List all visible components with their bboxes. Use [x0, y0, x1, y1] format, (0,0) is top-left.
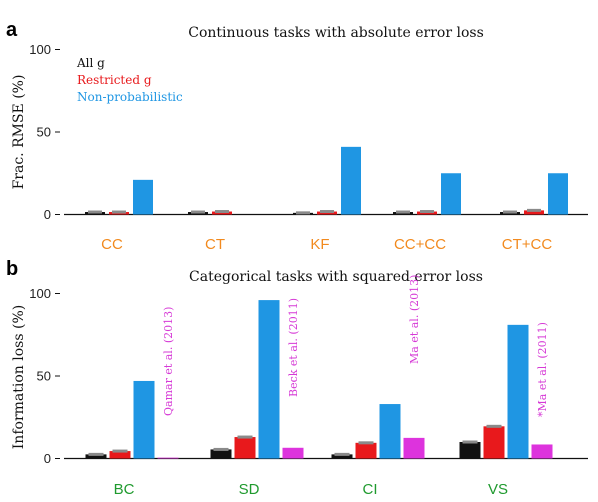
y-ticks-a: 0 50 100: [29, 42, 60, 222]
reference-label: Ma et al. (2013): [408, 275, 421, 364]
error-bar: [396, 210, 410, 214]
x-tick-label-vs: VS: [488, 481, 508, 498]
bar-non-probabilistic: [379, 404, 401, 459]
error-bar: [334, 452, 350, 456]
bar-non-probabilistic: [548, 173, 568, 215]
panel-b: b Categorical tasks with squared error l…: [6, 258, 588, 498]
bar-non-probabilistic: [133, 179, 153, 215]
bar-reference: [157, 457, 179, 459]
reference-label: Beck et al. (2011): [287, 298, 300, 397]
error-bar: [296, 211, 310, 215]
y-tick-label-a: 0: [44, 207, 51, 222]
x-tick-label-ci: CI: [363, 481, 378, 498]
bars-a: [85, 146, 568, 215]
error-bar: [88, 452, 104, 456]
bar-reference: [403, 437, 425, 459]
error-bar: [486, 424, 502, 428]
x-tick-label-sd: SD: [239, 481, 260, 498]
bars-b: [85, 300, 553, 459]
y-axis-label-b: Information loss (%): [11, 305, 27, 449]
error-bar: [213, 447, 229, 451]
error-bar: [527, 208, 541, 212]
bar-non-probabilistic: [507, 324, 529, 459]
reference-label: *Ma et al. (2011): [536, 322, 549, 417]
legend-entry-all-g: All g: [76, 56, 105, 70]
y-ticks-b: 0 50 100: [29, 286, 60, 466]
bar-non-probabilistic: [341, 146, 361, 215]
chart-title-b: Categorical tasks with squared error los…: [189, 269, 483, 285]
bar-non-probabilistic: [441, 173, 461, 215]
x-tick-labels-b: BC SD CI VS: [114, 481, 508, 498]
bar-non-probabilistic: [133, 380, 155, 459]
bar-reference: [531, 444, 553, 459]
error-bar: [215, 210, 229, 214]
legend-a: All g Restricted g Non-probabilistic: [76, 56, 183, 104]
x-tick-label-cc: CC: [101, 236, 123, 253]
reference-labels-b: Qamar et al. (2013) Beck et al. (2011) Ma …: [162, 275, 549, 417]
bar-all-g: [210, 449, 232, 459]
error-bar: [88, 210, 102, 214]
error-bar: [191, 210, 205, 214]
reference-label: Qamar et al. (2013): [162, 307, 175, 416]
error-bar: [237, 435, 253, 439]
bar-non-probabilistic: [258, 300, 280, 459]
error-bar: [420, 210, 434, 214]
error-bar: [112, 210, 126, 214]
x-tick-label-ct-plus-cc: CT+CC: [502, 236, 553, 253]
bar-restricted-g: [524, 210, 544, 215]
panel-label-b: b: [6, 258, 18, 280]
y-tick-label-b: 50: [37, 369, 51, 384]
legend-entry-non-probabilistic: Non-probabilistic: [77, 90, 183, 104]
x-tick-label-bc: BC: [114, 481, 135, 498]
x-tick-labels-a: CC CT KF CC+CC CT+CC: [101, 236, 552, 253]
bar-all-g: [331, 454, 353, 459]
panel-a: a Continuous tasks with absolute error l…: [6, 19, 588, 253]
bar-restricted-g: [234, 437, 256, 459]
bar-all-g: [85, 454, 107, 459]
error-bar: [358, 441, 374, 445]
error-bar: [462, 440, 478, 444]
y-tick-label-a: 50: [37, 125, 51, 140]
y-tick-label-b: 0: [44, 451, 51, 466]
x-tick-label-cc-plus-cc: CC+CC: [394, 236, 446, 253]
bar-restricted-g: [355, 442, 377, 459]
x-tick-label-ct: CT: [205, 236, 225, 253]
legend-entry-restricted-g: Restricted g: [77, 73, 152, 87]
error-bar: [112, 449, 128, 453]
bar-restricted-g: [109, 451, 131, 459]
x-tick-label-kf: KF: [310, 236, 329, 253]
bar-reference: [282, 447, 304, 459]
y-tick-label-a: 100: [29, 42, 51, 57]
y-tick-label-b: 100: [29, 286, 51, 301]
y-axis-label-a: Frac. RMSE (%): [11, 75, 27, 190]
error-bar: [503, 210, 517, 214]
bar-all-g: [459, 442, 481, 459]
bar-restricted-g: [483, 426, 505, 459]
chart-title-a: Continuous tasks with absolute error los…: [188, 25, 484, 41]
panel-label-a: a: [6, 19, 18, 41]
error-bar: [320, 210, 334, 214]
